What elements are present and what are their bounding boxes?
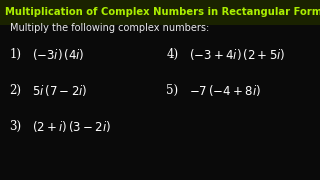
- Text: 3): 3): [10, 120, 22, 132]
- Text: 2): 2): [10, 84, 22, 96]
- Text: 1): 1): [10, 48, 22, 60]
- Text: $(2+i)\,(3-2i)$: $(2+i)\,(3-2i)$: [32, 118, 111, 134]
- Text: Multiplication of Complex Numbers in Rectangular Form: Multiplication of Complex Numbers in Rec…: [5, 7, 320, 17]
- Text: Multiply the following complex numbers:: Multiply the following complex numbers:: [10, 23, 209, 33]
- FancyBboxPatch shape: [0, 0, 320, 25]
- Text: $(-3i)\,(4i)$: $(-3i)\,(4i)$: [32, 46, 84, 62]
- Text: 5): 5): [166, 84, 179, 96]
- Text: $5i\,(7-2i)$: $5i\,(7-2i)$: [32, 82, 87, 98]
- Text: $(-3+4i)\,(2+5i)$: $(-3+4i)\,(2+5i)$: [189, 46, 285, 62]
- Text: $-7\,(-4+8i)$: $-7\,(-4+8i)$: [189, 82, 261, 98]
- Text: 4): 4): [166, 48, 179, 60]
